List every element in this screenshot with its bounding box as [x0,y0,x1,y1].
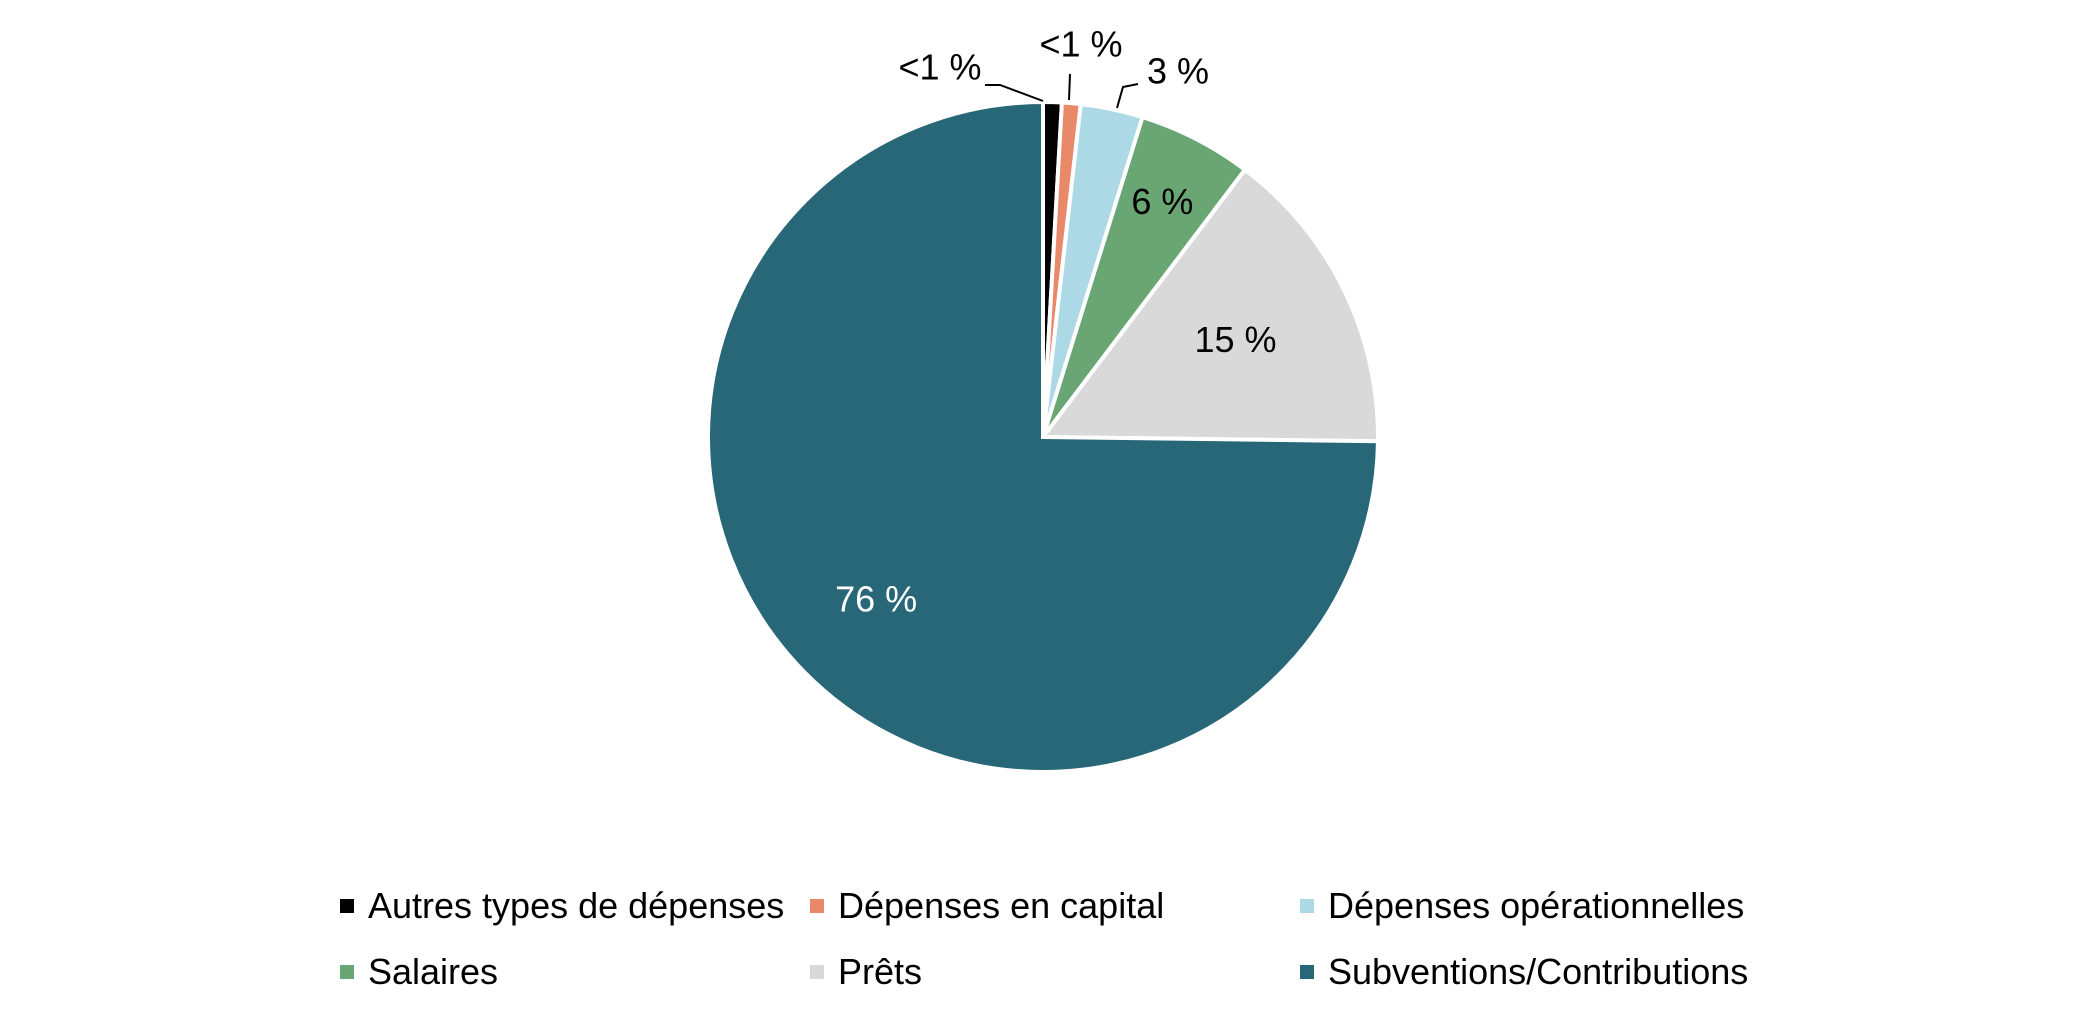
legend-item-1: Autres types de dépenses [340,885,784,927]
slice-label-5: 15 % [1195,319,1277,360]
slice-label-4: 6 % [1131,181,1193,222]
legend-swatch [340,965,354,979]
legend-swatch [1300,899,1314,913]
legend-swatch [810,899,824,913]
pie-slice-6 [706,99,1380,774]
legend-label: Dépenses opérationnelles [1328,885,1745,926]
legend-item-6: Subventions/Contributions [1300,951,1748,993]
legend-label: Autres types de dépenses [368,885,785,926]
legend-label: Prêts [838,951,923,992]
legend-item-5: Prêts [810,951,922,993]
legend-swatch [1300,965,1314,979]
leader-line-1 [985,84,1044,102]
legend-item-4: Salaires [340,951,498,993]
leader-line-3 [1116,83,1139,109]
slice-label-2: <1 % [1039,24,1122,65]
slice-label-1: <1 % [898,47,981,88]
legend-item-2: Dépenses en capital [810,885,1164,927]
legend-swatch [810,965,824,979]
slice-label-3: 3 % [1147,51,1209,92]
legend-item-3: Dépenses opérationnelles [1300,885,1744,927]
pie-slice-5 [1039,166,1380,444]
legend-label: Dépenses en capital [838,885,1165,926]
legend-label: Subventions/Contributions [1328,951,1749,992]
legend-label: Salaires [368,951,499,992]
slice-label-6: 76 % [835,578,917,619]
leader-line-2 [1068,73,1071,101]
legend-swatch [340,899,354,913]
